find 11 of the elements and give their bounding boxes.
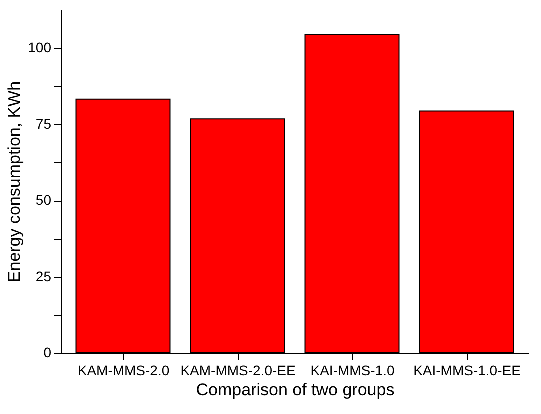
x-tick-label: KAM-MMS-2.0-EE (180, 362, 296, 378)
x-tick-label: KAM-MMS-2.0 (78, 362, 170, 378)
x-tick-label: KAI-MMS-1.0 (310, 362, 395, 378)
y-tick-label: 50 (36, 192, 52, 208)
x-tick-label: KAI-MMS-1.0-EE (414, 362, 521, 378)
y-tick-label: 0 (44, 344, 52, 360)
x-axis-title: Comparison of two groups (196, 380, 395, 400)
y-axis-title: Energy consumption, KWh (5, 81, 24, 283)
y-tick-label: 75 (36, 116, 52, 132)
y-tick-label: 25 (36, 268, 52, 284)
y-tick-label: 100 (28, 40, 52, 56)
